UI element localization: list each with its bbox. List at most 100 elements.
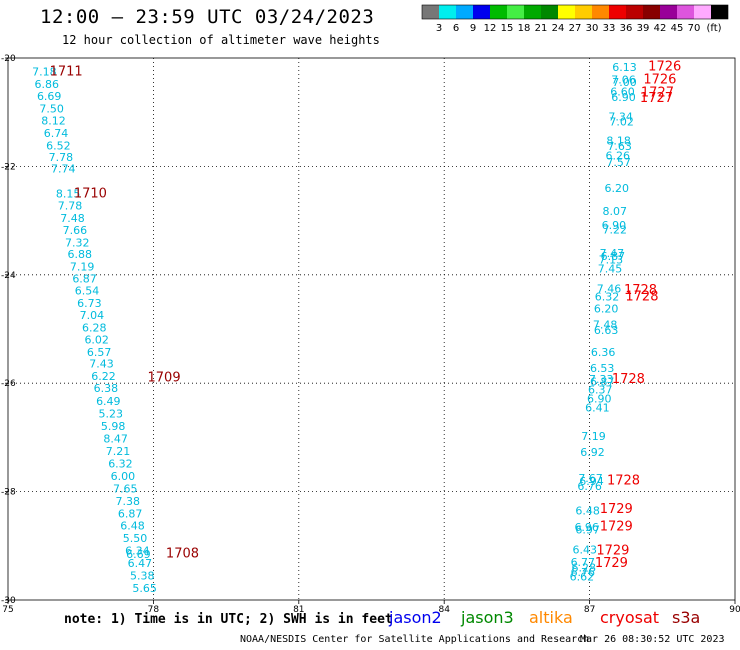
colorbar-label: 21 <box>535 23 548 34</box>
wave-height-label: 7.65 <box>113 482 138 495</box>
wave-height-label: 8.12 <box>41 114 66 127</box>
x-tick-label: 78 <box>148 605 160 615</box>
wave-height-label: 6.36 <box>591 346 616 359</box>
wave-height-label: 8.15 <box>56 188 81 201</box>
pass-time-label: 1710 <box>74 186 107 201</box>
wave-height-label: 7.45 <box>598 262 623 275</box>
colorbar-swatch <box>660 5 677 19</box>
wave-height-label: 6.97 <box>575 524 600 537</box>
color-scale-legend: 3 6 9 12 15 18 21 24 27 30 33 36 39 42 45 70 (ft) <box>421 4 729 34</box>
colorbar-swatch <box>541 5 558 19</box>
colorbar-label: 70 <box>688 23 701 34</box>
chart-title: 12:00 — 23:59 UTC 03/24/2023 <box>40 6 375 28</box>
wave-height-label: 5.23 <box>98 408 123 421</box>
colorbar-swatch <box>422 5 439 19</box>
y-tick-label: -20 <box>1 54 16 64</box>
wave-height-label: 5.38 <box>130 570 155 583</box>
legend-jason2: jason2 <box>389 608 442 627</box>
wave-height-label: 6.96 <box>574 521 599 534</box>
x-tick-label: 75 <box>2 605 13 615</box>
wave-height-label: 7.38 <box>115 495 140 508</box>
wave-height-values: 7.186.866.697.508.126.746.527.787.748.15… <box>32 61 637 595</box>
wave-height-label: 8.18 <box>606 134 631 147</box>
wave-height-label: 6.87 <box>590 376 615 389</box>
wave-height-label: 5.98 <box>101 420 126 433</box>
wave-height-label: 7.19 <box>70 261 95 274</box>
colorbar-swatch <box>439 5 456 19</box>
footer-note: note: 1) Time is in UTC; 2) SWH is in fe… <box>64 612 393 627</box>
colorbar-swatch <box>524 5 541 19</box>
colorbar-label: 27 <box>569 23 582 34</box>
colorbar-swatch <box>592 5 609 19</box>
wave-height-label: 6.76 <box>571 566 596 579</box>
y-tick-label: -28 <box>1 488 16 498</box>
wave-height-label: 7.78 <box>49 151 74 164</box>
wave-height-label: 6.52 <box>46 139 71 152</box>
wave-height-label: 6.57 <box>87 346 112 359</box>
colorbar-swatch <box>558 5 575 19</box>
legend-s3a: s3a <box>672 608 701 627</box>
pass-time-label: 1727 <box>641 86 674 101</box>
pass-time-label: 1728 <box>612 372 645 387</box>
wave-height-label: 6.63 <box>594 324 619 337</box>
wave-height-label: 6.54 <box>75 285 100 298</box>
wave-height-label: 6.90 <box>602 219 627 232</box>
colorbar-label: 9 <box>470 23 476 34</box>
wave-height-label: 7.46 <box>597 282 622 295</box>
wave-height-label: 6.94 <box>579 475 604 488</box>
wave-height-label: 6.38 <box>94 382 119 395</box>
wave-height-label: 6.87 <box>601 250 626 263</box>
wave-height-label: 6.49 <box>96 395 121 408</box>
wave-height-label: 6.48 <box>575 505 600 518</box>
wave-height-label: 6.48 <box>120 520 145 533</box>
wave-height-label: 6.69 <box>37 90 62 103</box>
wave-height-label: 6.13 <box>612 61 637 74</box>
y-tick-label: -30 <box>1 596 16 606</box>
wave-height-label: 6.34 <box>125 545 150 558</box>
wave-height-label: 7.21 <box>106 445 131 458</box>
pass-time-label: 1728 <box>607 474 640 489</box>
wave-height-label: 7.57 <box>606 156 631 169</box>
wave-height-label: 7.78 <box>58 199 83 212</box>
pass-time-label: 1728 <box>625 289 658 304</box>
wave-height-label: 6.74 <box>44 127 69 140</box>
x-tick-label: 90 <box>729 605 740 615</box>
credit-line: NOAA/NESDIS Center for Satellite Applica… <box>240 634 590 645</box>
wave-height-label: 6.87 <box>118 507 143 520</box>
wave-height-label: 7.43 <box>89 358 114 371</box>
wave-height-label: 7.19 <box>581 430 606 443</box>
pass-time-label: 1728 <box>624 283 657 298</box>
chart-subtitle: 12 hour collection of altimeter wave hei… <box>62 33 380 47</box>
wave-height-label: 7.67 <box>578 472 603 485</box>
legend-jason3: jason3 <box>461 608 514 627</box>
wave-height-label: 6.90 <box>587 392 612 405</box>
x-tick-label: 81 <box>293 605 304 615</box>
pass-time-label: 1729 <box>600 502 633 517</box>
wave-height-label: 6.02 <box>84 333 109 346</box>
colorbar-label: 36 <box>620 23 633 34</box>
wave-height-label: 6.87 <box>72 273 97 286</box>
colorbar-label: 30 <box>586 23 599 34</box>
wave-height-label: 6.41 <box>585 402 610 415</box>
colorbar-label: 18 <box>518 23 531 34</box>
x-tick-label: 87 <box>584 605 595 615</box>
wave-height-label: 6.77 <box>571 556 596 569</box>
wave-height-label: 7.06 <box>611 74 636 87</box>
colorbar-swatch <box>575 5 592 19</box>
wave-height-label: 8.07 <box>603 205 628 218</box>
wave-height-label: 6.37 <box>588 384 613 397</box>
wave-height-label: 8.47 <box>103 432 128 445</box>
colorbar-frame <box>421 4 729 20</box>
wave-height-label: 6.76 <box>577 480 602 493</box>
wave-height-label: 6.47 <box>128 557 153 570</box>
plot-axes: 75 78 81 84 87 90 -20 -22 -24 -26 -28 -30 <box>1 54 740 615</box>
wave-height-label: 6.26 <box>605 150 630 163</box>
wave-height-label: 6.92 <box>580 446 605 459</box>
wave-height-label: 6.86 <box>35 78 60 91</box>
colorbar-label: 45 <box>671 23 684 34</box>
wave-height-label: 6.60 <box>610 86 635 99</box>
wave-height-label: 7.48 <box>593 319 618 332</box>
wave-height-label: 7.33 <box>589 373 614 386</box>
wave-height-label: 7.02 <box>609 115 634 128</box>
pass-time-label: 1711 <box>50 64 83 79</box>
